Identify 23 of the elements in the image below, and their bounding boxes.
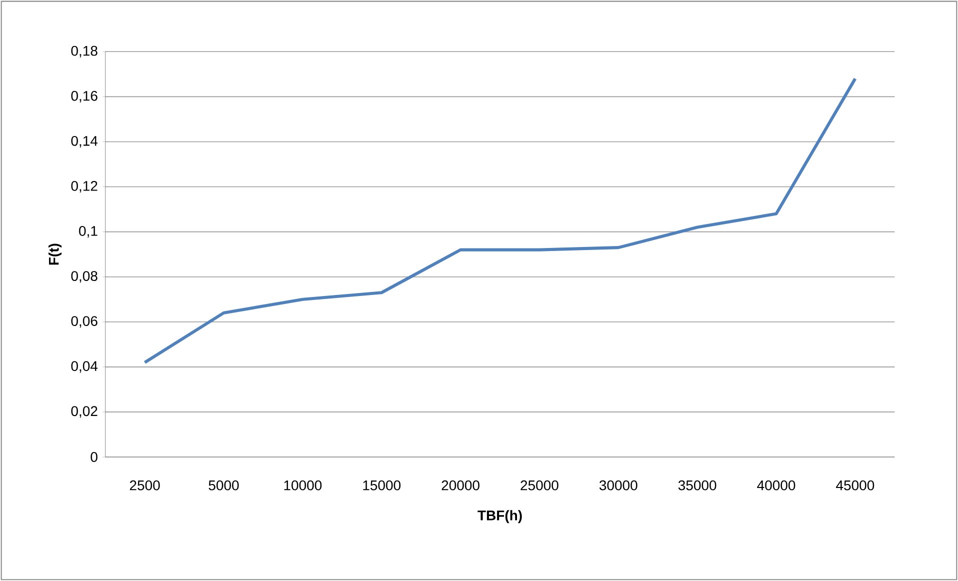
y-tick-label: 0: [90, 452, 98, 462]
y-tick-label: 0,12: [71, 180, 98, 193]
y-tick-label: 0,1: [79, 226, 98, 238]
line-series: [143, 77, 857, 364]
x-tick-label: 20000: [442, 480, 480, 490]
y-tick-label: 0,06: [71, 316, 98, 328]
y-tick-label: 0,04: [71, 361, 98, 373]
x-tick-label: 45000: [836, 480, 874, 490]
x-tick-label: 5000: [208, 480, 239, 490]
y-tick-label: 0,02: [71, 406, 98, 418]
y-tick-label: 0,18: [71, 46, 98, 58]
y-tick-label: 0,16: [71, 90, 98, 102]
x-tick-label: 15000: [363, 480, 401, 490]
y-axis-title: F(t): [48, 244, 62, 265]
x-tick-label: 30000: [599, 480, 638, 490]
x-tick-label: 10000: [284, 480, 322, 490]
x-tick-label: 25000: [520, 480, 558, 490]
x-tick-label: 35000: [678, 480, 716, 490]
y-tick-label: 0,08: [71, 271, 98, 283]
x-tick-label: 40000: [757, 480, 796, 490]
y-tick-label: 0,14: [71, 136, 98, 148]
x-axis-title: TBF(h): [478, 510, 522, 524]
x-tick-label: 2500: [130, 480, 160, 490]
